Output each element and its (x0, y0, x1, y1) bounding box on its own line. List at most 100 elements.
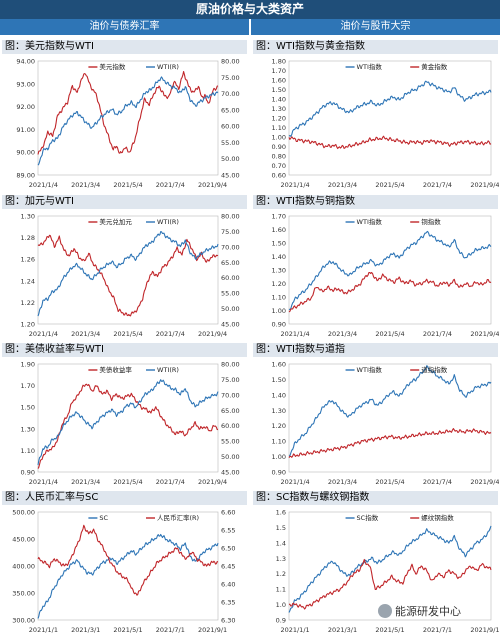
legend-label: 道指指数 (421, 365, 448, 374)
y-tick-label: 93.00 (16, 80, 35, 88)
x-tick-label: 2021/1/1 (29, 626, 58, 634)
series-line-2 (288, 558, 492, 610)
series-line-2 (37, 76, 219, 166)
y2-tick-label: 6.50 (221, 545, 235, 553)
y-tick-label: 1.40 (272, 391, 286, 399)
x-tick-label: 2021/5/4 (113, 330, 142, 338)
chart-wti-copper: 0.90 1.00 1.10 1.20 1.30 1.40 1.50 1.60 1.70 2021… (272, 213, 499, 339)
series-line-1 (288, 365, 492, 457)
page-title: 原油价格与大类资产 (0, 0, 500, 19)
y2-tick-label: 45.00 (221, 172, 240, 180)
column-header-left: 油价与债券汇率 (0, 19, 249, 35)
y2-tick-label: 80.00 (221, 361, 240, 369)
x-tick-label: 2021/1/4 (29, 478, 58, 486)
x-tick-label: 2021/1/4 (280, 181, 309, 189)
x-tick-label: 2021/9/1 (198, 626, 227, 634)
legend-label: WTI指数 (357, 217, 383, 226)
plot-area (37, 363, 219, 473)
series-line-2 (37, 231, 219, 317)
y2-tick-label: 55.00 (221, 139, 240, 147)
y-tick-label: 1.20 (272, 422, 286, 430)
x-tick-label: 2021/3/1 (71, 626, 100, 634)
y2-tick-label: 70.00 (221, 90, 240, 98)
legend-label: 螺纹钢指数 (421, 513, 454, 522)
legend-label: WTI(R) (157, 218, 179, 226)
plot-area (288, 363, 492, 473)
y-tick-label: 0.70 (272, 162, 286, 170)
y-tick-label: 1.90 (21, 361, 35, 369)
legend-label: 美元指数 (99, 62, 126, 71)
x-tick-label: 2021/9/4 (470, 181, 499, 189)
y2-tick-label: 75.00 (221, 228, 240, 236)
x-tick-label: 2021/5/4 (113, 478, 142, 486)
y-tick-label: 1.24 (21, 277, 35, 285)
y2-tick-label: 6.60 (221, 509, 235, 517)
series-line-2 (288, 135, 492, 150)
y-tick-label: 1.70 (272, 67, 286, 75)
y2-tick-label: 80.00 (221, 213, 240, 221)
y-tick-label: 90.00 (16, 149, 35, 157)
chart-cny-sc: 300.00 350.00 400.00 450.00 500.00 6.30 6.35 6.… (12, 509, 235, 635)
chart-dxy-wti: 89.00 90.00 91.00 92.00 93.00 94.00 45.00 50.00… (16, 58, 240, 190)
legend-label: SC (99, 514, 108, 522)
x-tick-label: 2021/9/4 (470, 330, 499, 338)
y-tick-label: 1.00 (272, 453, 286, 461)
watermark-text: 能源研发中心 (395, 605, 461, 618)
y2-tick-label: 6.30 (221, 617, 235, 625)
y2-tick-label: 50.00 (221, 305, 240, 313)
legend-label: 人民币汇率(R) (157, 513, 199, 522)
x-tick-label: 2021/9/4 (198, 181, 227, 189)
y-tick-label: 1.20 (272, 115, 286, 123)
plot-area (288, 60, 492, 176)
x-tick-label: 2021/3/1 (328, 626, 357, 634)
x-tick-label: 2021/7/1 (423, 626, 452, 634)
legend-label: WTI(R) (157, 63, 179, 71)
y-tick-label: 1.4 (276, 539, 286, 547)
y-tick-label: 1.30 (272, 105, 286, 113)
y2-tick-label: 60.00 (221, 274, 240, 282)
legend-label: WTI指数 (357, 62, 383, 71)
y-tick-label: 1.70 (272, 213, 286, 221)
legend-label: SC指数 (357, 513, 379, 522)
y2-tick-label: 45.00 (221, 321, 240, 329)
y-tick-label: 92.00 (16, 103, 35, 111)
y-tick-label: 1.50 (272, 376, 286, 384)
y-tick-label: 1.10 (21, 447, 35, 455)
y-tick-label: 1.5 (276, 524, 286, 532)
x-tick-label: 2021/3/4 (328, 330, 357, 338)
legend-label: 美元兑加元 (99, 217, 132, 226)
y2-tick-label: 55.00 (221, 290, 240, 298)
y-tick-label: 0.80 (272, 153, 286, 161)
y-tick-label: 0.60 (272, 172, 286, 180)
panel-title-wti-copper: 图：WTI指数与铜指数 (253, 195, 498, 209)
plot-area (37, 60, 219, 176)
chart-sc-rebar: 0.9 1.0 1.1 1.2 1.3 1.4 1.5 1.6 2021/1/1 2021/3/1… (276, 509, 499, 635)
y-tick-label: 1.50 (272, 240, 286, 248)
y-tick-label: 500.00 (12, 509, 35, 517)
y2-tick-label: 50.00 (221, 453, 240, 461)
legend-label: 铜指数 (421, 217, 441, 226)
y-tick-label: 400.00 (12, 563, 35, 571)
x-tick-label: 2021/5/1 (375, 626, 404, 634)
y-tick-label: 1.3 (276, 555, 286, 563)
y-tick-label: 1.00 (272, 134, 286, 142)
y-tick-label: 1.28 (21, 234, 35, 242)
x-tick-label: 2021/9/4 (470, 478, 499, 486)
y-tick-label: 1.60 (272, 226, 286, 234)
y-tick-label: 1.20 (272, 280, 286, 288)
plot-area (288, 215, 492, 325)
y-tick-label: 1.10 (272, 124, 286, 132)
x-tick-label: 2021/9/1 (470, 626, 499, 634)
series-line-2 (37, 524, 219, 596)
series-line-1 (37, 234, 219, 317)
y-tick-label: 1.70 (21, 382, 35, 390)
x-tick-label: 2021/1/4 (280, 478, 309, 486)
y-tick-label: 1.30 (272, 267, 286, 275)
y-tick-label: 1.10 (272, 438, 286, 446)
y2-tick-label: 80.00 (221, 58, 240, 66)
y2-tick-label: 6.35 (221, 599, 235, 607)
y-tick-label: 1.40 (272, 96, 286, 104)
series-line-2 (288, 271, 492, 313)
y2-tick-label: 45.00 (221, 469, 240, 477)
y-tick-label: 1.26 (21, 256, 35, 264)
